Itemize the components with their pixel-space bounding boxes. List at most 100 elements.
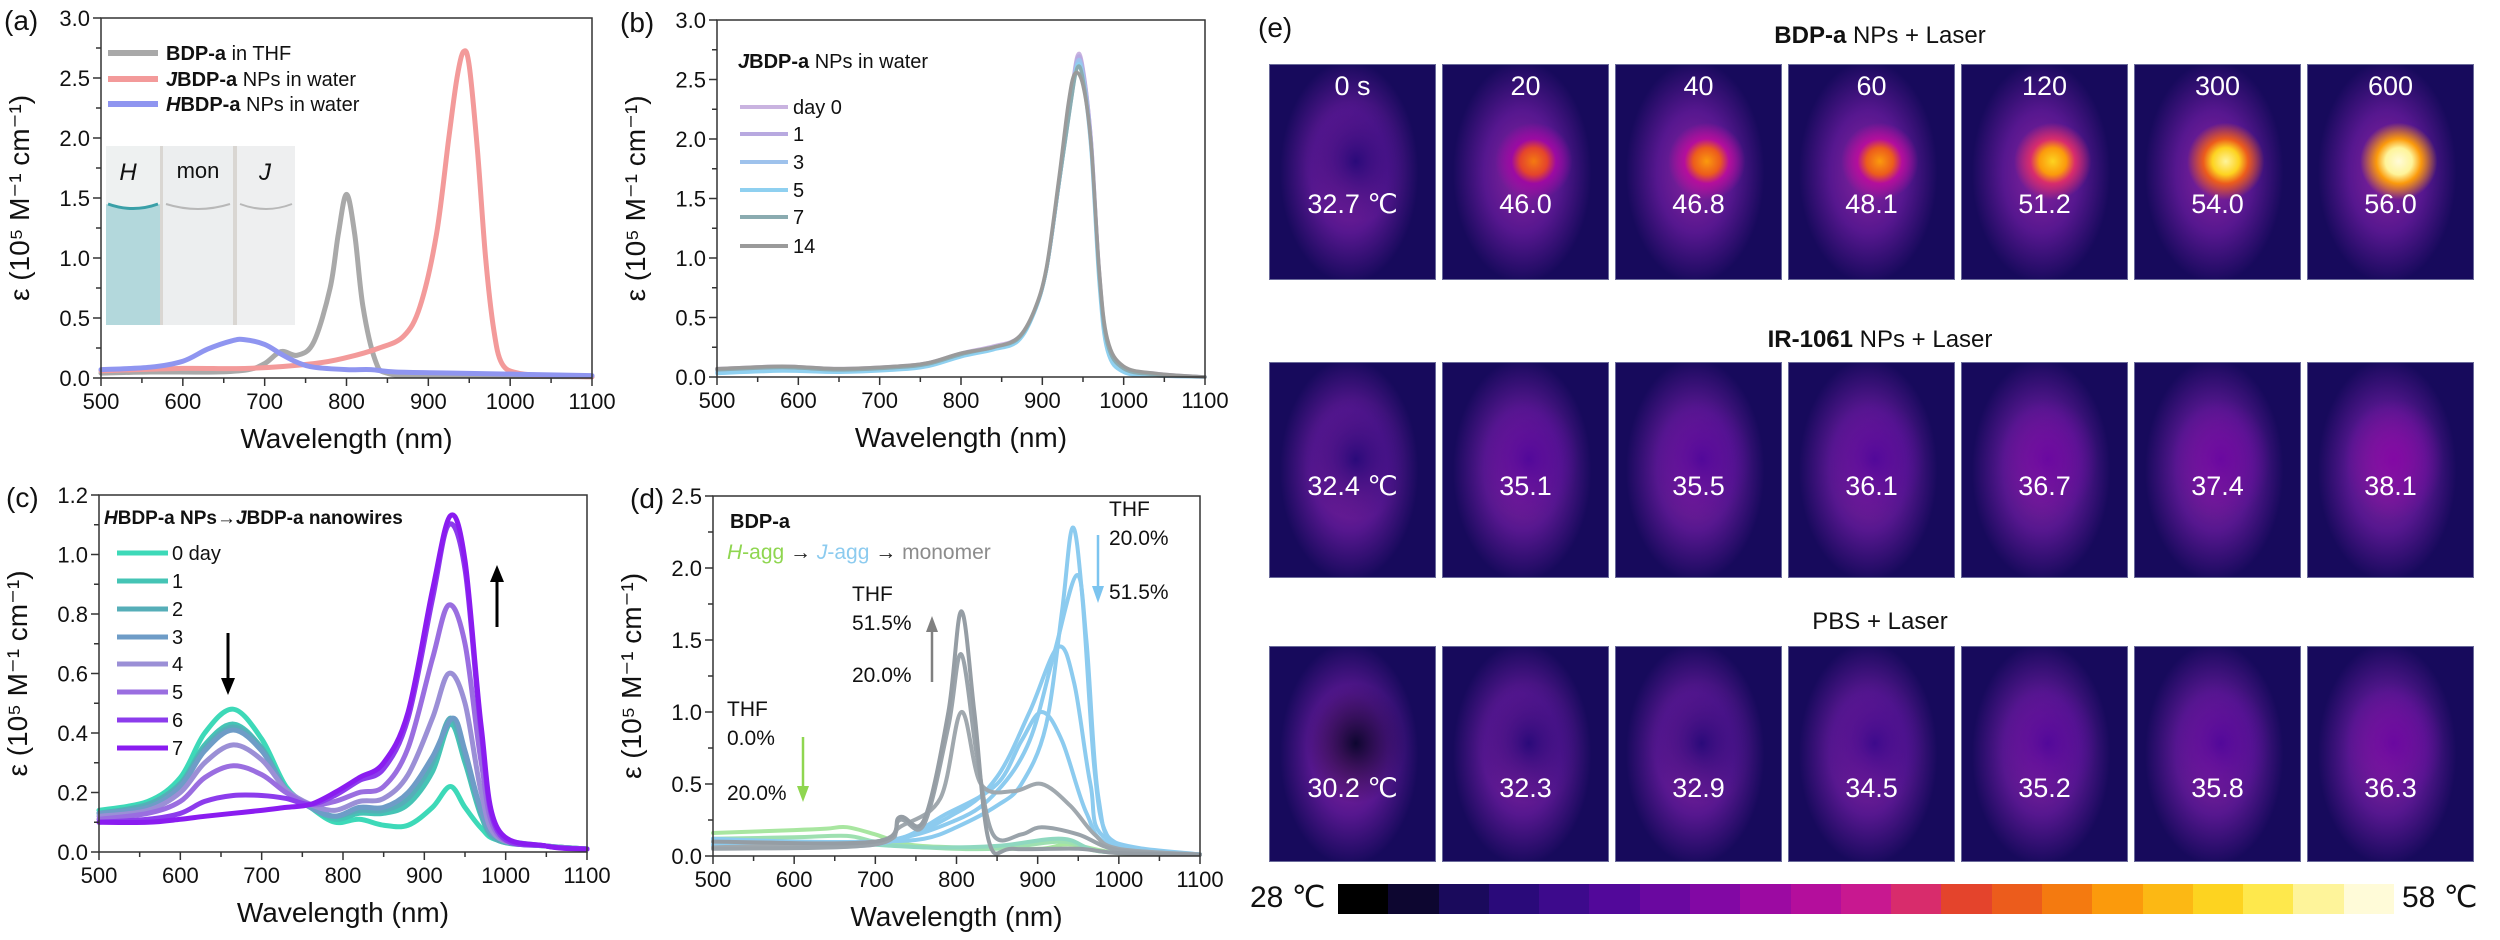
svg-text:51.5%: 51.5% xyxy=(852,612,912,635)
chart-title: HBDP-a NPs→JBDP-a nanowires xyxy=(104,508,403,529)
colorbar-segment xyxy=(2343,884,2394,914)
y-tick-label: 1.5 xyxy=(59,186,90,211)
time-label: 0 s xyxy=(1334,71,1371,101)
y-tick-label: 1.2 xyxy=(57,483,88,508)
y-tick-label: 0.6 xyxy=(57,662,88,687)
y-tick-label: 1.5 xyxy=(675,187,706,212)
x-tick-label: 1100 xyxy=(563,863,610,888)
y-tick-label: 0.5 xyxy=(671,772,702,797)
thermal-image: 300 54.0 xyxy=(2134,64,2301,280)
x-tick-label: 800 xyxy=(943,388,980,413)
temperature-label: 35.2 xyxy=(2018,773,2071,803)
series-line-1 xyxy=(715,54,1207,379)
y-tick-label: 2.5 xyxy=(675,68,706,93)
temperature-label: 46.0 xyxy=(1499,189,1552,219)
thermal-image: 34.5 xyxy=(1788,646,1955,862)
series-line-9 xyxy=(711,609,1202,857)
panel-label-e: (e) xyxy=(1258,12,1293,43)
series-group xyxy=(96,512,590,852)
svg-text:0.0%: 0.0% xyxy=(727,727,775,750)
time-label: 40 xyxy=(1683,71,1714,101)
colorbar-segment xyxy=(1338,884,1389,914)
temperature-label: 35.8 xyxy=(2191,773,2244,803)
thermal-image: 600 56.0 xyxy=(2307,64,2474,280)
x-tick-label: 900 xyxy=(410,389,447,414)
svg-text:20.0%: 20.0% xyxy=(727,782,787,805)
colorbar-segment xyxy=(1689,884,1741,914)
x-tick-label: 500 xyxy=(699,388,736,413)
x-tick-label: 800 xyxy=(325,863,362,888)
thermal-image: 0 s 32.7 ℃ xyxy=(1269,64,1436,280)
legend-label: 4 xyxy=(172,654,183,676)
series-group xyxy=(711,525,1202,857)
row-title-pbs: PBS + Laser xyxy=(1812,608,1948,635)
x-tick-label: 900 xyxy=(406,863,443,888)
series-line-3 xyxy=(96,715,590,852)
x-tick-label: 700 xyxy=(246,389,283,414)
colorbar-segment xyxy=(1991,884,2042,914)
series-group xyxy=(98,48,595,380)
x-tick-label: 1100 xyxy=(568,389,615,414)
cuvette-j xyxy=(237,146,295,325)
arrow-down-icon xyxy=(1092,535,1104,603)
thermal-image: 37.4 xyxy=(2134,362,2301,578)
x-tick-label: 1000 xyxy=(1094,867,1143,892)
arrow-up-icon xyxy=(490,565,504,627)
colorbar-segment xyxy=(1488,884,1540,914)
chart-d: (d) BDP-a H-agg → J-agg → monomer THF 0.… xyxy=(616,483,1224,932)
x-tick-label: 600 xyxy=(776,867,813,892)
temperature-label: 48.1 xyxy=(1845,189,1898,219)
row-title-ir-1061: IR-1061 NPs + Laser xyxy=(1767,326,1993,353)
series-line-5 xyxy=(96,602,590,852)
y-tick-label: 1.0 xyxy=(59,246,90,271)
legend-label: 7 xyxy=(172,738,183,760)
colorbar-segment xyxy=(1388,884,1439,914)
colorbar-segment xyxy=(1539,884,1590,914)
spectra-charts: (a) H mon J BDP-a in THF JBDP-a NPs in w… xyxy=(2,5,1229,932)
legend-label: 5 xyxy=(172,682,183,704)
y-tick-label: 0.4 xyxy=(57,721,88,746)
legend: day 0 1 3 5 7 14 xyxy=(740,97,842,258)
series-line-0 xyxy=(96,706,590,852)
legend-label: 14 xyxy=(793,236,815,258)
series-group xyxy=(715,51,1207,379)
thermal-image: 35.8 xyxy=(2134,646,2301,862)
temperature-label: 36.7 xyxy=(2018,471,2071,501)
colorbar-segment xyxy=(2041,884,2093,914)
temperature-label: 35.1 xyxy=(1499,471,1552,501)
colorbar-min-label: 28 ℃ xyxy=(1250,881,1326,914)
y-tick-label: 3.0 xyxy=(675,8,706,33)
series-line-4 xyxy=(715,64,1207,379)
x-tick-label: 900 xyxy=(1024,388,1061,413)
x-tick-label: 800 xyxy=(328,389,365,414)
annotation-h-agg: THF 0.0% 20.0% xyxy=(727,698,809,805)
inset-label-j: J xyxy=(258,159,272,186)
panel-label-d: (d) xyxy=(630,483,664,514)
cuvette-mon xyxy=(163,146,233,325)
legend-label: 5 xyxy=(793,180,804,202)
svg-text:20.0%: 20.0% xyxy=(852,664,912,687)
chart-c: (c) HBDP-a NPs→JBDP-a nanowires 0 day 1 … xyxy=(2,482,611,928)
series-line-5 xyxy=(715,70,1207,379)
x-tick-label: 900 xyxy=(1019,867,1056,892)
temperature-label: 38.1 xyxy=(2364,471,2417,501)
colorbar-segment xyxy=(1790,884,1841,914)
series-line-6 xyxy=(711,525,1202,857)
temperature-label: 32.9 xyxy=(1672,773,1725,803)
thermal-image: 20 46.0 xyxy=(1442,64,1609,280)
temperature-label: 35.5 xyxy=(1672,471,1725,501)
y-tick-label: 0.0 xyxy=(57,840,88,865)
temperature-label: 32.7 ℃ xyxy=(1307,189,1398,219)
svg-text:THF: THF xyxy=(1109,498,1150,521)
y-tick-label: 0.5 xyxy=(675,306,706,331)
colorbar-segment xyxy=(2293,884,2344,914)
time-label: 600 xyxy=(2367,71,2414,101)
legend-label: HBDP-a NPs in water xyxy=(166,94,360,116)
colorbar-segment xyxy=(2192,884,2244,914)
legend-label: 6 xyxy=(172,710,183,732)
y-tick-label: 1.0 xyxy=(675,246,706,271)
annotation-monomer: THF 51.5% 20.0% xyxy=(852,583,938,687)
svg-text:THF: THF xyxy=(727,698,768,721)
x-axis-title: Wavelength (nm) xyxy=(237,897,449,928)
colorbar-segment xyxy=(1740,884,1791,914)
